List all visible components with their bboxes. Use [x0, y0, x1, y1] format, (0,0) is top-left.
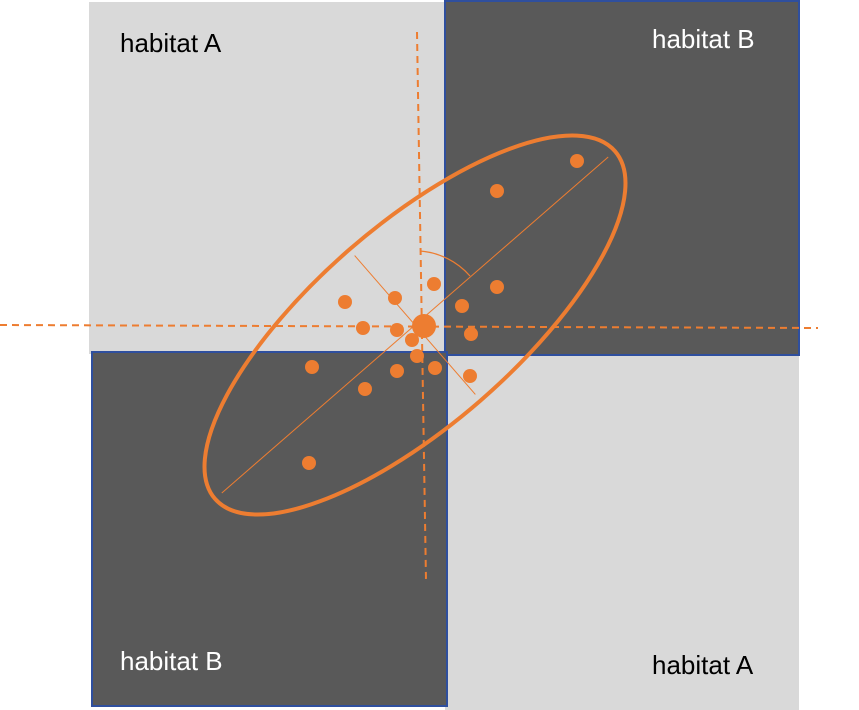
vertical-dashed-axis — [416, 31, 427, 581]
habitat-a-bottom-right-region — [445, 354, 799, 710]
habitat-b-top-right-region — [444, 0, 800, 356]
location-point — [427, 277, 441, 291]
location-points — [302, 154, 584, 470]
label-habitat-bottom-right: habitat A — [652, 650, 754, 680]
orientation-angle-arc — [419, 250, 471, 277]
location-point — [463, 369, 477, 383]
location-point — [390, 323, 404, 337]
label-habitat-bottom-left: habitat B — [120, 646, 223, 676]
habitat-b-bottom-left-region — [91, 351, 448, 707]
label-habitat-top-right: habitat B — [652, 24, 755, 54]
location-point — [388, 291, 402, 305]
location-point — [305, 360, 319, 374]
location-point — [490, 184, 504, 198]
home-range-ellipse — [202, 133, 628, 517]
centroid-point — [412, 314, 436, 338]
location-point — [358, 382, 372, 396]
location-point — [338, 295, 352, 309]
location-point — [455, 299, 469, 313]
location-point — [428, 361, 442, 375]
location-point — [405, 333, 419, 347]
location-point — [356, 321, 370, 335]
horizontal-dashed-axis — [0, 324, 819, 329]
label-habitat-top-left: habitat A — [120, 28, 222, 58]
location-point — [390, 364, 404, 378]
location-point — [410, 349, 424, 363]
location-point — [302, 456, 316, 470]
location-point — [570, 154, 584, 168]
location-point — [490, 280, 504, 294]
location-point — [464, 327, 478, 341]
